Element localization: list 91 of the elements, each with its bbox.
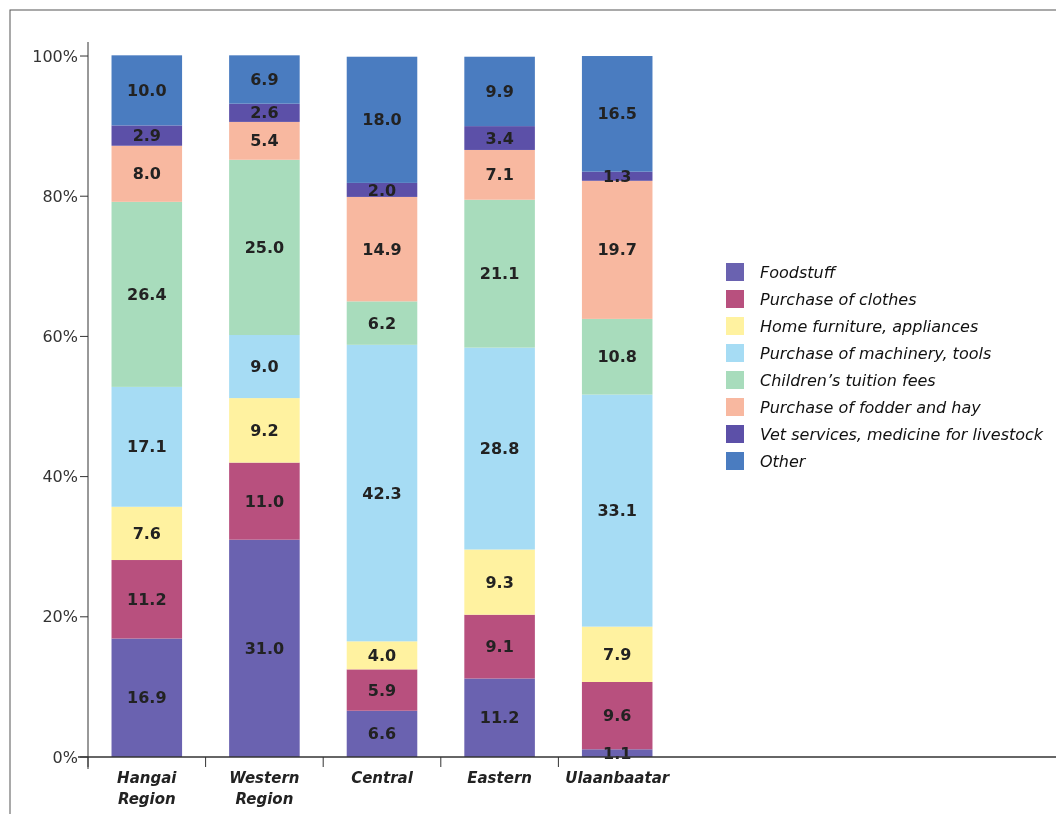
bar [229,462,300,540]
data-label: 10.0 [127,80,167,100]
data-label: 26.4 [127,284,167,304]
bar [464,199,535,348]
bar [581,394,653,627]
data-label: 9.3 [485,572,514,592]
data-label: 5.9 [367,680,397,700]
data-label: 9.6 [603,706,632,726]
data-label: 16.9 [127,688,167,708]
data-label: 7.1 [485,165,514,185]
x-tick-label: Western Region [229,769,300,808]
data-label: 6.6 [367,724,397,744]
data-label: 21.1 [479,264,520,284]
bar [464,126,535,150]
data-label: 1.3 [603,166,632,186]
data-label: 9.9 [485,82,514,102]
bar [229,55,300,104]
bar [346,56,418,183]
y-tick-label: 100% [32,46,78,66]
bar [581,626,653,682]
legend-label: Purchase of fodder and hay [760,397,982,417]
data-label: 2.6 [250,103,279,123]
bar [464,614,535,679]
bar [111,506,183,561]
bar [346,669,418,711]
bar [464,347,535,550]
legend-label: Other [760,451,807,471]
legend-label: Children’s tuition fees [760,370,936,390]
bar [229,539,300,757]
data-label: 14.9 [362,239,402,259]
data-label: 4.0 [367,645,397,665]
bar [464,549,535,615]
bar [464,678,535,757]
bar [111,638,183,757]
bar [229,121,300,160]
data-label: 17.1 [127,437,167,457]
x-tick-label: Eastern [467,769,532,787]
data-label: 33.1 [597,501,637,521]
data-label: 7.9 [603,644,632,664]
x-tick-label: Central [351,769,414,787]
data-label: 11.2 [479,708,520,728]
bar [581,56,653,172]
bar [111,201,183,387]
legend-label: Purchase of machinery, tools [760,343,992,363]
bar [346,196,418,302]
data-label: 11.2 [127,589,167,609]
data-label: 2.9 [132,126,161,146]
data-label: 7.6 [132,523,161,543]
bar [581,180,653,319]
data-label: 5.4 [250,131,279,151]
bar [346,301,418,345]
y-tick-label: 80% [42,186,78,206]
x-tick-label: Hangai Region [117,769,178,808]
y-tick-label: 0% [52,747,78,767]
data-label: 31.0 [244,638,285,658]
data-label: 28.8 [479,439,520,459]
x-tick-label: Ulaanbaatar [565,769,671,787]
y-tick-label: 60% [42,327,78,347]
bar [229,335,300,399]
bar [464,56,535,127]
data-label: 16.5 [597,104,637,124]
bar [581,318,653,395]
legend-label: Purchase of clothes [760,289,917,309]
data-label: 9.2 [250,420,279,440]
data-label: 25.0 [244,237,285,257]
data-label: 2.0 [367,180,397,200]
bar [464,149,535,200]
data-label: 11.0 [244,491,285,511]
y-tick-label: 40% [42,467,78,487]
data-label: 9.0 [250,357,279,377]
data-label: 19.7 [597,240,637,260]
data-label: 3.4 [485,128,514,148]
bar [111,145,183,202]
data-label: 10.8 [597,347,637,367]
data-label: 18.0 [362,110,402,130]
y-tick-label: 20% [42,607,78,627]
bar [229,398,300,463]
bar [229,159,300,336]
bar [346,710,418,757]
legend-label: Home furniture, appliances [760,316,979,336]
data-label: 9.1 [485,637,514,657]
data-label: 8.0 [132,164,161,184]
data-label: 6.9 [250,70,279,90]
legend-label: Vet services, medicine for livestock [760,424,1044,444]
bar [111,386,183,507]
bar [111,560,183,639]
data-label: 6.2 [367,313,397,333]
data-label: 42.3 [362,483,402,503]
bar [111,55,183,126]
legend-label: Foodstuff [760,262,838,282]
bar [346,344,418,642]
